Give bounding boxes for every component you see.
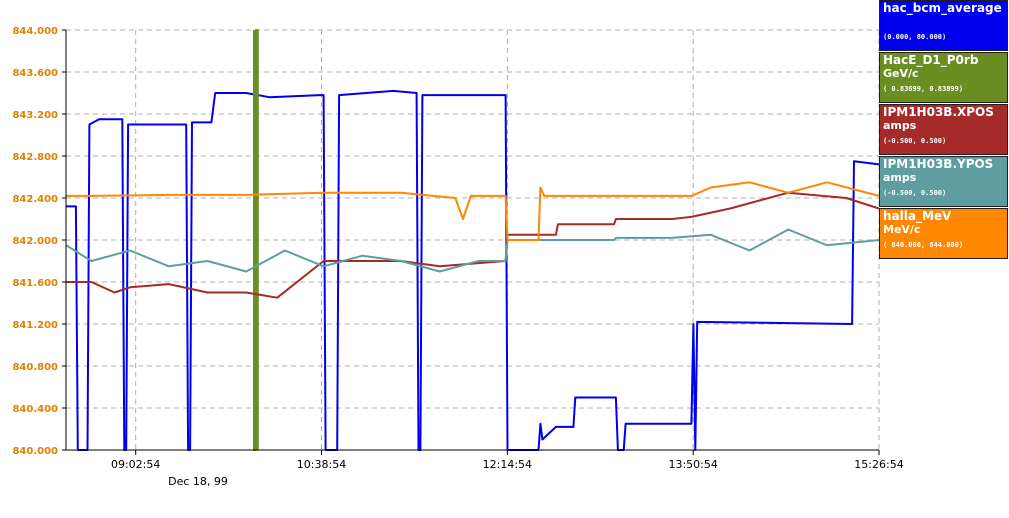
legend-item-hace-d1-p0rb[interactable]: HacE_D1_P0rb GeV/c ( 0.83699, 0.83899) bbox=[879, 52, 1008, 103]
legend-item-halla-mev[interactable]: halla_MeV MeV/c ( 840.000, 844.000) bbox=[879, 208, 1008, 259]
y-tick-label: 840.800 bbox=[12, 362, 58, 373]
y-tick-label: 840.000 bbox=[12, 446, 58, 457]
legend-label: halla_MeV bbox=[883, 209, 952, 223]
legend-unit: amps bbox=[883, 171, 917, 184]
legend-label: IPM1H03B.YPOS bbox=[883, 157, 994, 171]
legend-item-ipm1h03b-xpos[interactable]: IPM1H03B.XPOS amps (-0.500, 0.500) bbox=[879, 104, 1008, 155]
y-tick-label: 841.600 bbox=[12, 278, 58, 289]
legend-item-ipm1h03b-ypos[interactable]: IPM1H03B.YPOS amps (-0.500, 0.500) bbox=[879, 156, 1008, 207]
y-tick-label: 843.600 bbox=[12, 68, 58, 79]
series-line-hac-bcm-average bbox=[66, 89, 880, 451]
legend-range: (-0.500, 0.500) bbox=[883, 137, 947, 145]
legend-unit: GeV/c bbox=[883, 67, 919, 80]
legend-item-hac-bcm-average[interactable]: hac_bcm_average (0.000, 80.000) bbox=[879, 0, 1008, 51]
legend-unit: amps bbox=[883, 119, 917, 132]
y-tick-labels: 844.000 843.600 843.200 842.800 842.400 842.0… bbox=[12, 26, 66, 457]
x-tick-label: 09:02:54 bbox=[111, 458, 160, 471]
series-line-halla-mev bbox=[66, 181, 880, 241]
x-tick-labels: 09:02:54 10:38:54 12:14:54 13:50:54 15:26:54 bbox=[111, 450, 904, 471]
series-line-ipm1h03b-ypos bbox=[65, 228, 880, 273]
legend-range: (-0.500, 0.500) bbox=[883, 189, 947, 197]
legend-range: ( 840.000, 844.000) bbox=[883, 241, 964, 249]
legend-range: (0.000, 80.000) bbox=[883, 33, 947, 41]
series-line-hace-d1-p0rb bbox=[253, 29, 259, 451]
legend-unit: MeV/c bbox=[883, 223, 921, 236]
y-tick-label: 844.000 bbox=[12, 26, 58, 37]
x-tick-label: 12:14:54 bbox=[483, 458, 532, 471]
x-tick-label: 10:38:54 bbox=[297, 458, 346, 471]
series-line-ipm1h03b-xpos bbox=[66, 191, 880, 299]
legend-label: hac_bcm_average bbox=[883, 1, 1002, 15]
legend-label: IPM1H03B.XPOS bbox=[883, 105, 994, 119]
date-label: Dec 18, 99 bbox=[168, 475, 228, 488]
y-tick-label: 841.200 bbox=[12, 320, 58, 331]
legend-label: HacE_D1_P0rb bbox=[883, 53, 979, 67]
y-tick-label: 840.400 bbox=[12, 404, 58, 415]
legend-range: ( 0.83699, 0.83899) bbox=[883, 85, 964, 93]
x-tick-label: 15:26:54 bbox=[854, 458, 903, 471]
y-tick-label: 842.800 bbox=[12, 152, 58, 163]
y-tick-label: 843.200 bbox=[12, 110, 58, 121]
y-tick-label: 842.000 bbox=[12, 236, 58, 247]
x-tick-label: 13:50:54 bbox=[668, 458, 717, 471]
legend: hac_bcm_average (0.000, 80.000) HacE_D1_… bbox=[879, 0, 1008, 260]
y-tick-label: 842.400 bbox=[12, 194, 58, 205]
